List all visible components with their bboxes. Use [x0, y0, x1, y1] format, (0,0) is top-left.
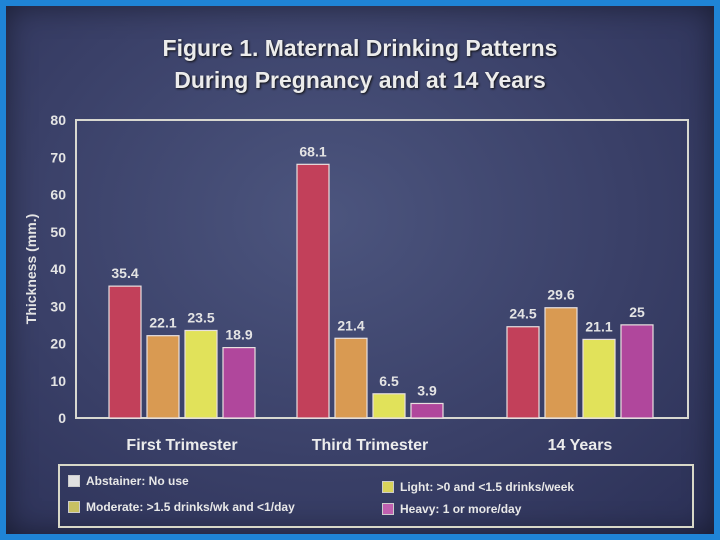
legend-swatch-light	[382, 481, 394, 493]
bar-3-2	[372, 393, 406, 419]
y-tick-label: 80	[50, 112, 66, 128]
data-label: 18.9	[225, 327, 252, 343]
legend-label-heavy: Heavy: 1 or more/day	[400, 502, 522, 516]
bar-2-3	[544, 307, 578, 419]
data-label: 29.6	[547, 287, 574, 303]
data-label: 35.4	[111, 265, 138, 281]
legend-swatch-abstainer	[68, 475, 80, 487]
bar-1-2	[296, 163, 330, 419]
legend: Abstainer: No use Moderate: >1.5 drinks/…	[58, 464, 694, 528]
legend-label-moderate: Moderate: >1.5 drinks/wk and <1/day	[86, 500, 295, 514]
y-tick-label: 20	[50, 336, 66, 352]
bar-1-3	[506, 326, 540, 419]
data-label: 3.9	[417, 382, 437, 398]
legend-item-light: Light: >0 and <1.5 drinks/week	[382, 480, 574, 494]
legend-swatch-moderate	[68, 501, 80, 513]
chart-title: Figure 1. Maternal Drinking Patterns Dur…	[0, 32, 720, 96]
data-label: 22.1	[149, 315, 176, 331]
data-label: 6.5	[379, 373, 399, 389]
bar-2-1	[146, 335, 180, 419]
slide-background	[6, 6, 714, 534]
y-tick-label: 40	[50, 261, 66, 277]
x-category-label: Third Trimester	[312, 437, 428, 454]
x-category-label: First Trimester	[126, 437, 237, 454]
bar-4-2	[410, 402, 444, 419]
bar-4-3	[620, 324, 654, 419]
legend-item-heavy: Heavy: 1 or more/day	[382, 502, 521, 516]
y-tick-label: 30	[50, 298, 66, 314]
bar-3-1	[184, 329, 218, 419]
y-tick-label: 60	[50, 187, 66, 203]
legend-label-abstainer: Abstainer: No use	[86, 474, 189, 488]
y-axis-label: Thickness (mm.)	[23, 214, 39, 324]
y-tick-label: 10	[50, 373, 66, 389]
x-category-label: 14 Years	[548, 437, 613, 454]
chart-title-line2: During Pregnancy and at 14 Years	[174, 67, 546, 93]
data-label: 25	[629, 304, 645, 320]
y-tick-label: 0	[58, 410, 66, 426]
legend-swatch-heavy	[382, 503, 394, 515]
data-label: 23.5	[187, 309, 214, 325]
chart-title-line1: Figure 1. Maternal Drinking Patterns	[162, 35, 558, 61]
y-tick-label: 50	[50, 224, 66, 240]
bar-4-1	[222, 346, 256, 419]
data-label: 24.5	[509, 306, 536, 322]
data-label: 68.1	[299, 143, 326, 159]
legend-label-light: Light: >0 and <1.5 drinks/week	[400, 480, 575, 494]
y-tick-label: 70	[50, 149, 66, 165]
legend-item-abstainer: Abstainer: No use	[68, 474, 189, 488]
bar-2-2	[334, 337, 368, 419]
data-label: 21.4	[337, 317, 364, 333]
data-label: 21.1	[585, 318, 612, 334]
legend-item-moderate: Moderate: >1.5 drinks/wk and <1/day	[68, 500, 295, 514]
bar-1-1	[108, 285, 142, 419]
bar-3-3	[582, 338, 616, 419]
